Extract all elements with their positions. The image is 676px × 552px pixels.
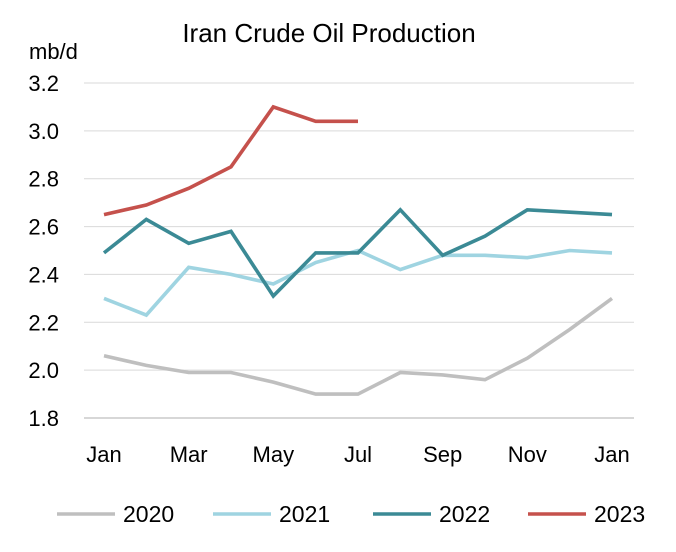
- x-tick-label: Jul: [344, 442, 372, 467]
- series-line-2023: [103, 104, 358, 217]
- series-line-2021: [103, 248, 613, 318]
- y-tick-label: 2.4: [28, 262, 59, 287]
- y-tick-label: 2.0: [28, 358, 59, 383]
- x-tick-label: Nov: [508, 442, 547, 467]
- x-tick-label: Mar: [170, 442, 208, 467]
- chart-title: Iran Crude Oil Production: [182, 18, 475, 48]
- y-tick-label: 2.6: [28, 215, 59, 240]
- x-tick-label: Sep: [423, 442, 462, 467]
- x-tick-label: May: [253, 442, 295, 467]
- series-line-2022: [102, 207, 613, 299]
- legend-label-2023: 2023: [594, 501, 645, 527]
- y-tick-label: 3.2: [28, 71, 59, 96]
- y-tick-label: 1.8: [28, 406, 59, 431]
- y-tick-label: 3.0: [28, 119, 59, 144]
- y-tick-label: 2.2: [28, 310, 59, 335]
- y-axis-unit-label: mb/d: [29, 39, 78, 64]
- legend-label-2021: 2021: [279, 501, 330, 527]
- x-axis-tick-labels: Jan Mar May Jul Sep Nov Jan: [86, 442, 629, 467]
- legend-label-2022: 2022: [439, 501, 490, 527]
- legend-label-2020: 2020: [123, 501, 174, 527]
- legend: 2020 2021 2022 2023: [57, 501, 645, 527]
- series-line-2020: [103, 296, 614, 396]
- x-tick-label: Jan: [86, 442, 121, 467]
- y-tick-label: 2.8: [28, 167, 59, 192]
- series-lines: [102, 104, 614, 396]
- x-tick-label: Jan: [594, 442, 629, 467]
- y-axis-tick-labels: 1.8 2.0 2.2 2.4 2.6 2.8 3.0 3.2: [28, 71, 59, 431]
